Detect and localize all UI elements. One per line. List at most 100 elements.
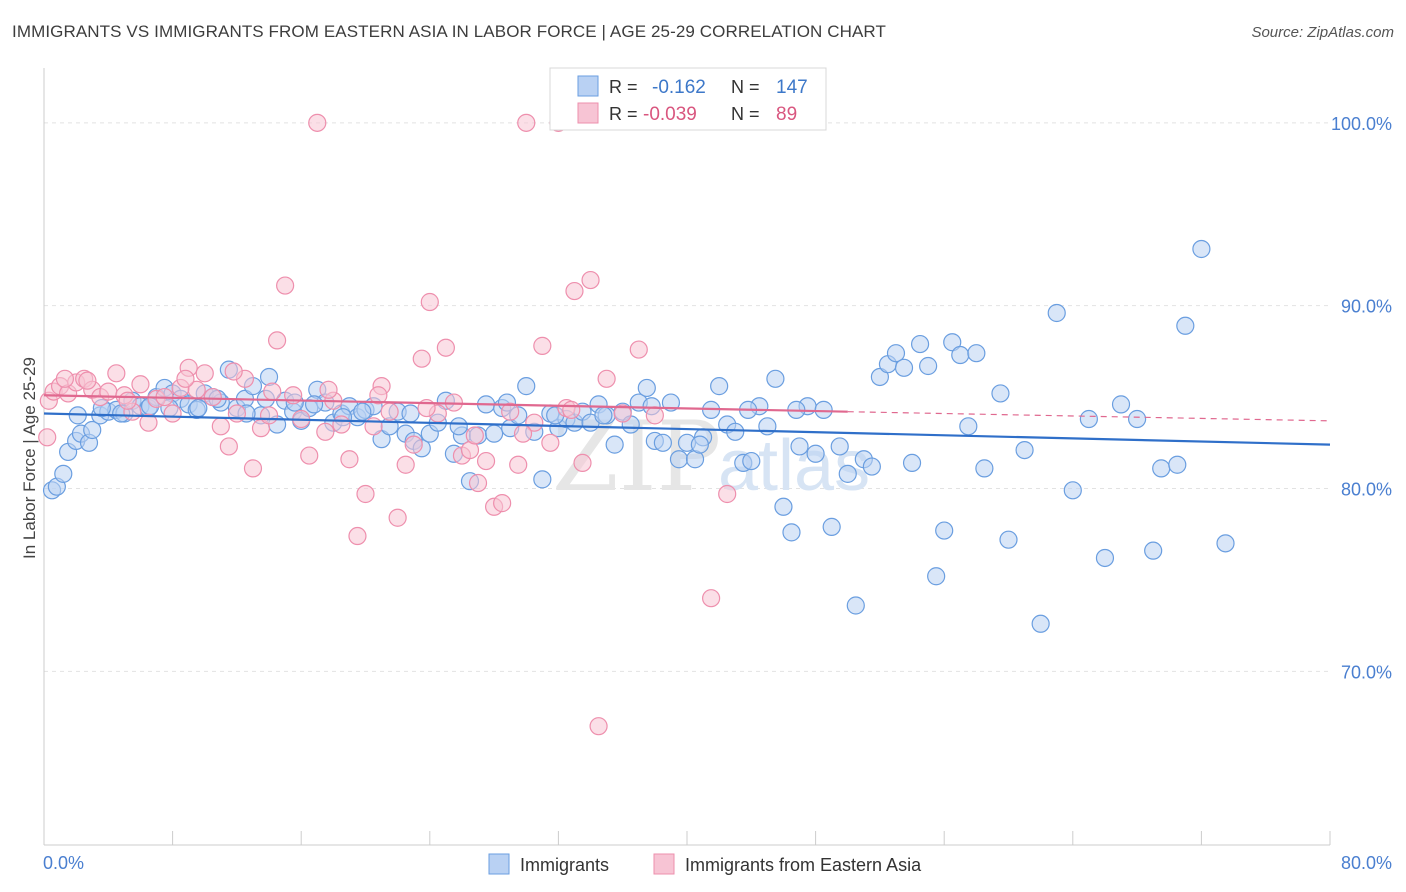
y-tick-label-2: 90.0% <box>1341 297 1392 317</box>
immigrants-point-125 <box>1079 409 1098 429</box>
immigrants-point-92 <box>766 369 785 388</box>
eastern-asia-trend-line <box>43 394 848 413</box>
eastern-asia-point-83 <box>319 380 338 399</box>
immigrants-point-134 <box>1216 534 1235 553</box>
immigrants-point-61 <box>517 377 536 396</box>
eastern-asia-point-47 <box>412 349 431 368</box>
eastern-asia-point-22 <box>211 417 230 436</box>
eastern-asia-point-87 <box>513 424 533 443</box>
immigrants-point-143 <box>449 417 468 436</box>
immigrants-trend-line <box>43 412 1331 446</box>
immigrants-point-102 <box>846 596 865 615</box>
eastern-asia-point-79 <box>118 391 137 410</box>
immigrants-point-98 <box>814 400 833 419</box>
series-eastern-asia <box>38 113 737 736</box>
eastern-asia-point-55 <box>476 451 496 471</box>
eastern-asia-point-20 <box>195 364 214 383</box>
immigrants-point-130 <box>1152 459 1171 478</box>
immigrants-point-116 <box>959 417 978 436</box>
immigrants-point-126 <box>1095 548 1115 568</box>
eastern-asia-point-23 <box>219 437 238 456</box>
immigrants-point-99 <box>822 517 841 536</box>
immigrants-point-76 <box>637 378 656 398</box>
eastern-asia-point-73 <box>645 406 664 425</box>
immigrants-point-87 <box>726 422 745 441</box>
immigrants-point-100 <box>830 437 849 456</box>
immigrants-point-108 <box>894 358 914 377</box>
axes <box>43 68 1331 846</box>
immigrants-point-110 <box>910 334 930 354</box>
eastern-asia-point-43 <box>380 402 399 421</box>
y-tick-label-3: 100.0% <box>1331 114 1392 134</box>
immigrants-point-109 <box>902 453 922 472</box>
legend-n-immigrants: 147 <box>776 77 808 98</box>
eastern-asia-point-28 <box>259 406 279 425</box>
immigrants-point-146 <box>594 406 613 425</box>
eastern-asia-point-46 <box>404 435 423 454</box>
immigrants-point-122 <box>1031 614 1050 633</box>
immigrants-point-2 <box>54 464 73 483</box>
eastern-asia-point-54 <box>468 473 488 493</box>
eastern-asia-point-63 <box>541 433 560 452</box>
legend-r-label: R = <box>609 77 638 97</box>
legend-r-label-2: R = <box>609 104 638 124</box>
immigrants-point-113 <box>935 521 954 540</box>
immigrants-point-115 <box>951 345 970 365</box>
legend-n-eastern-asia: 89 <box>776 104 797 125</box>
eastern-asia-point-86 <box>465 426 484 445</box>
eastern-asia-point-78 <box>78 371 97 390</box>
immigrants-point-57 <box>485 424 504 443</box>
immigrants-point-80 <box>669 450 689 469</box>
immigrants-point-93 <box>774 497 793 516</box>
bottom-legend-swatch-eastern-asia <box>653 853 675 875</box>
eastern-asia-point-81 <box>224 362 243 381</box>
eastern-asia-point-58 <box>501 402 520 421</box>
bottom-legend: Immigrants Immigrants from Eastern Asia <box>488 853 922 875</box>
eastern-asia-point-39 <box>348 526 367 546</box>
eastern-asia-point-12 <box>131 375 150 394</box>
immigrants-point-148 <box>690 435 709 454</box>
eastern-asia-point-33 <box>300 446 319 465</box>
bottom-legend-eastern-asia: Immigrants from Eastern Asia <box>685 855 922 875</box>
eastern-asia-point-80 <box>176 369 195 388</box>
eastern-asia-point-71 <box>613 404 632 423</box>
legend-n-label: N = <box>731 77 760 97</box>
bottom-legend-swatch-immigrants <box>488 853 510 875</box>
legend-r-eastern-asia: -0.039 <box>643 104 697 125</box>
chart-title: IMMIGRANTS VS IMMIGRANTS FROM EASTERN AS… <box>12 22 886 41</box>
immigrants-point-85 <box>710 377 729 396</box>
immigrants-point-133 <box>1192 239 1211 259</box>
trend-lines <box>43 394 1331 446</box>
eastern-asia-point-35 <box>316 422 335 441</box>
immigrants-point-111 <box>919 356 938 376</box>
eastern-asia-point-21 <box>203 387 222 407</box>
immigrants-point-94 <box>782 523 801 542</box>
y-tick-label-0: 70.0% <box>1341 662 1392 682</box>
eastern-asia-point-62 <box>533 336 552 355</box>
eastern-asia-point-75 <box>718 484 737 504</box>
tick-labels: 70.0% 80.0% 90.0% 100.0% 0.0% 80.0% <box>43 114 1392 873</box>
eastern-asia-point-44 <box>388 508 407 527</box>
eastern-asia-point-48 <box>420 292 439 312</box>
immigrants-point-105 <box>870 367 890 387</box>
immigrants-point-97 <box>806 444 825 463</box>
eastern-asia-point-38 <box>340 450 359 469</box>
eastern-asia-point-61 <box>525 413 544 432</box>
eastern-asia-point-72 <box>629 340 648 359</box>
y-tick-label-1: 80.0% <box>1341 479 1392 499</box>
eastern-asia-point-74 <box>702 589 721 608</box>
immigrants-point-117 <box>967 344 986 363</box>
eastern-asia-point-16 <box>163 404 182 423</box>
eastern-asia-point-69 <box>589 717 608 736</box>
immigrants-point-112 <box>927 567 946 586</box>
x-tick-label-1: 80.0% <box>1341 853 1392 873</box>
immigrants-point-72 <box>605 435 624 454</box>
immigrants-point-123 <box>1047 303 1066 323</box>
legend-r-immigrants: -0.162 <box>652 77 706 98</box>
eastern-asia-point-82 <box>263 382 282 401</box>
eastern-asia-point-50 <box>436 338 455 357</box>
immigrants-point-120 <box>999 530 1018 549</box>
immigrants-point-153 <box>189 398 208 418</box>
immigrants-point-107 <box>886 344 906 363</box>
